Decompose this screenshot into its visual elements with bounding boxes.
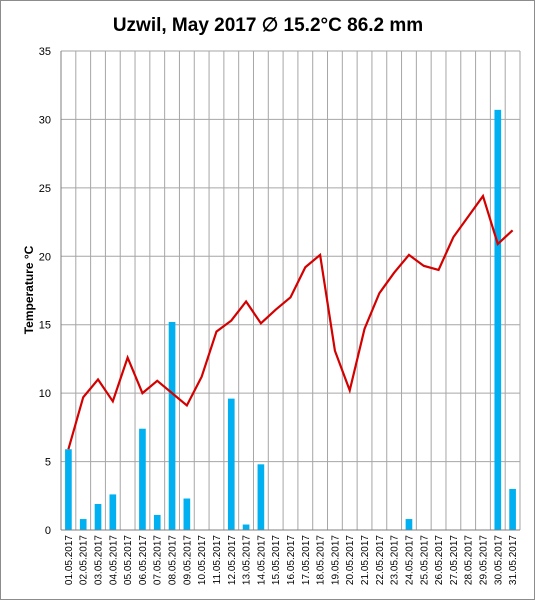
precipitation-bar (494, 109, 502, 530)
x-tick-label: 03.05.2017 (94, 535, 105, 585)
precipitation-bar (257, 464, 265, 530)
y-tick-label: 20 (39, 251, 51, 263)
y-tick-label: 5 (45, 457, 51, 469)
x-tick-label: 23.05.2017 (390, 535, 401, 585)
precipitation-bar (183, 498, 191, 530)
x-tick-label: 28.05.2017 (464, 535, 475, 585)
x-tick-label: 08.05.2017 (168, 535, 179, 585)
x-tick-label: 19.05.2017 (330, 535, 341, 585)
x-tick-label: 02.05.2017 (79, 535, 90, 585)
precipitation-bars (65, 109, 516, 530)
x-tick-label: 01.05.2017 (64, 535, 75, 585)
x-tick-label: 07.05.2017 (153, 535, 164, 585)
x-tick-label: 25.05.2017 (419, 535, 430, 585)
x-tick-label: 21.05.2017 (360, 535, 371, 585)
precipitation-bar (509, 488, 516, 530)
x-tick-label: 30.05.2017 (493, 535, 504, 585)
x-tick-label: 06.05.2017 (138, 535, 149, 585)
y-tick-label: 25 (39, 183, 51, 195)
y-tick-label: 35 (39, 46, 51, 58)
x-tick-label: 11.05.2017 (212, 535, 223, 585)
precipitation-bar (94, 503, 102, 530)
precipitation-bar (168, 321, 176, 530)
x-tick-label: 05.05.2017 (123, 535, 134, 585)
precipitation-bar (227, 398, 235, 530)
precipitation-bar (242, 524, 250, 530)
y-tick-label: 10 (39, 388, 51, 400)
x-tick-label: 09.05.2017 (182, 535, 193, 585)
precipitation-bar (65, 449, 72, 530)
x-tick-label: 17.05.2017 (301, 535, 312, 585)
y-tick-label: 15 (39, 320, 51, 332)
x-tick-label: 20.05.2017 (345, 535, 356, 585)
y-axis-label: Temperature °C (22, 245, 36, 334)
grid (60, 50, 521, 531)
x-tick-label: 04.05.2017 (108, 535, 119, 585)
x-tick-label: 14.05.2017 (256, 535, 267, 585)
x-tick-label: 27.05.2017 (449, 535, 460, 585)
x-tick-label: 22.05.2017 (375, 535, 386, 585)
x-tick-label: 26.05.2017 (434, 535, 445, 585)
precipitation-bar (79, 519, 87, 530)
temperature-line-group (67, 193, 514, 450)
y-tick-labels: 0 5 10 15 20 25 30 35 (39, 46, 51, 537)
x-tick-label: 18.05.2017 (316, 535, 327, 585)
x-tick-labels: 01.05.2017 02.05.2017 03.05.2017 04.05.2017… (64, 535, 519, 585)
axes (60, 51, 520, 531)
precipitation-bar (109, 494, 117, 530)
x-tick-label: 16.05.2017 (286, 535, 297, 585)
temperature-line (67, 193, 514, 450)
x-tick-label: 13.05.2017 (242, 535, 253, 585)
y-tick-label: 0 (45, 525, 51, 537)
x-tick-label: 29.05.2017 (478, 535, 489, 585)
x-tick-label: 15.05.2017 (271, 535, 282, 585)
x-tick-label: 31.05.2017 (508, 535, 519, 585)
y-tick-label: 30 (39, 114, 51, 126)
precipitation-bar (153, 514, 161, 530)
chart-title: Uzwil, May 2017 ∅ 15.2°C 86.2 mm (113, 15, 423, 36)
precipitation-bar (405, 519, 413, 530)
precipitation-bar (139, 428, 146, 530)
x-tick-label: 10.05.2017 (197, 535, 208, 585)
x-tick-label: 12.05.2017 (227, 535, 238, 585)
x-tick-label: 24.05.2017 (404, 535, 415, 585)
